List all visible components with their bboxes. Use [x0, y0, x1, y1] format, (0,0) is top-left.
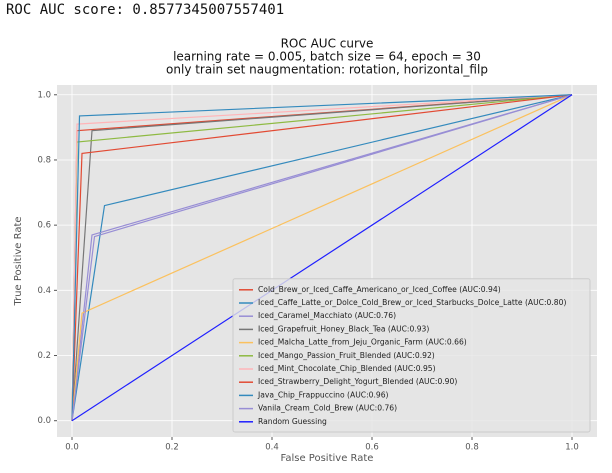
roc-line [71, 94, 573, 421]
y-tick-label: 0.0 [37, 416, 51, 426]
x-tick-label: 0.6 [365, 443, 379, 453]
legend-label: Java_Chip_Frappuccino (AUC:0.96) [257, 390, 389, 399]
output-text: ROC AUC score: 0.8577345007557401 [6, 2, 285, 18]
legend-label: Iced_Mint_Chocolate_Chip_Blended (AUC:0.… [258, 364, 436, 373]
legend-label: Random Guessing [258, 417, 327, 426]
y-tick-label: 0.2 [37, 351, 51, 361]
legend-label: Iced_Mango_Passion_Fruit_Blended (AUC:0.… [258, 351, 435, 360]
legend-label: Iced_Caffe_Latte_or_Dolce_Cold_Brew_or_I… [258, 298, 566, 307]
y-tick-label: 0.4 [37, 286, 51, 296]
roc-line [71, 94, 573, 421]
x-tick-label: 0.4 [265, 443, 279, 453]
y-tick-label: 0.8 [37, 155, 51, 165]
roc-line [71, 94, 573, 422]
roc-line [71, 94, 573, 421]
roc-line [71, 94, 573, 421]
x-tick-label: 0.8 [465, 443, 479, 453]
chart-title: learning rate = 0.005, batch size = 64, … [173, 50, 481, 64]
chart-title: ROC AUC curve [281, 37, 374, 51]
legend-box [232, 278, 591, 433]
y-tick-label: 0.6 [37, 221, 51, 231]
legend-label: Cold_Brew_or_Iced_Caffe_Americano_or_Ice… [258, 285, 501, 294]
x-tick-label: 1.0 [565, 443, 579, 453]
legend-label: Iced_Strawberry_Delight_Yogurt_Blended (… [258, 377, 457, 386]
x-tick-label: 0.2 [165, 443, 179, 453]
roc-line [71, 94, 573, 421]
x-axis-label: False Positive Rate [281, 453, 374, 464]
x-tick-label: 0.0 [65, 443, 79, 453]
roc-line [71, 94, 573, 421]
legend-label: Vanila_Cream_Cold_Brew (AUC:0.76) [258, 404, 397, 413]
roc-line [71, 94, 573, 421]
y-tick-label: 1.0 [37, 90, 51, 100]
roc-line [71, 94, 573, 421]
legend-label: Iced_Grapefruit_Honey_Black_Tea (AUC:0.9… [258, 324, 429, 333]
chart-title: only train set naugmentation: rotation, … [166, 63, 488, 77]
legend-label: Iced_Caramel_Macchiato (AUC:0.76) [258, 311, 396, 320]
legend-label: Iced_Malcha_Latte_from_Jeju_Organic_Farm… [258, 338, 467, 347]
y-axis-label: True Positive Rate [13, 216, 24, 306]
